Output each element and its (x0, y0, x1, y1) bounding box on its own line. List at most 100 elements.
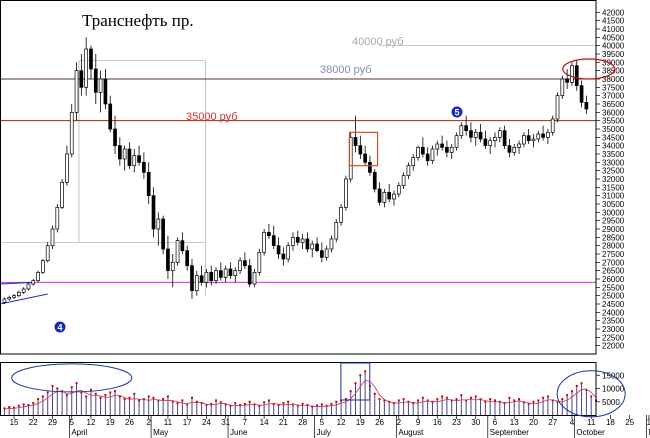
candle-up (488, 140, 493, 147)
volume-bar-cap (8, 406, 11, 409)
candle-up (257, 251, 262, 273)
price-tick-label: 38000 (602, 75, 625, 84)
candle-up (286, 245, 291, 260)
chart-title: Транснефть пр. (82, 11, 194, 30)
volume-bar-cap (383, 399, 386, 402)
price-tick-label: 35500 (602, 117, 625, 126)
month-label: July (317, 428, 331, 437)
volume-bar-cap (335, 400, 338, 403)
candle-up (262, 231, 266, 253)
price-tick-label: 27000 (602, 258, 625, 267)
candle-down (421, 146, 425, 155)
candle-down (113, 128, 117, 147)
price-tick-label: 31500 (602, 183, 625, 192)
volume-bar-cap (590, 395, 593, 398)
candle-down (305, 238, 310, 250)
price-tick-label: 34000 (602, 142, 625, 151)
volume-ellipse (556, 370, 626, 418)
day-tick-label: 17 (183, 418, 192, 427)
candle-down (565, 78, 569, 83)
volume-bar-cap (186, 403, 189, 406)
volume-bar-cap (570, 390, 573, 393)
volume-bar-cap (441, 395, 444, 398)
day-tick-label: 15 (10, 418, 19, 427)
price-tick-label: 33000 (602, 158, 625, 167)
volume-bar-cap (417, 399, 420, 402)
price-tick-label: 24500 (602, 300, 625, 309)
price-tick-label: 35000 (602, 125, 625, 134)
candle-up (522, 135, 526, 145)
candle-down (295, 236, 300, 243)
candle-up (334, 221, 339, 240)
volume-bar-cap (325, 404, 328, 407)
volume-bar-cap (450, 399, 453, 402)
day-tick-label: 13 (510, 418, 519, 427)
candle-up (459, 125, 464, 137)
day-tick-label: 18 (606, 418, 615, 427)
candle-up (233, 270, 238, 277)
volume-bar-cap (118, 395, 121, 398)
volume-bar-cap (532, 400, 535, 403)
month-label: September (490, 428, 529, 437)
price-tick-label: 36500 (602, 100, 625, 109)
price-tick-label: 36000 (602, 108, 625, 117)
volume-bar-cap (316, 404, 319, 407)
volume-bar-cap (85, 395, 88, 398)
candle-up (560, 78, 565, 97)
candle-up (344, 178, 348, 208)
candle-down (445, 146, 449, 153)
candle-down (502, 130, 507, 147)
day-tick-label: 5 (70, 418, 75, 427)
candle-up (74, 70, 79, 113)
price-tick-label: 41500 (602, 17, 625, 26)
volume-bar-cap (200, 402, 203, 405)
volume-bar-cap (205, 403, 208, 406)
candle-up (60, 181, 64, 208)
volume-layer (3, 370, 597, 415)
volume-bar-cap (542, 396, 545, 399)
candle-down (574, 65, 579, 87)
wave-4-marker (54, 321, 66, 333)
volume-bar-cap (176, 402, 179, 405)
day-tick-label: 12 (337, 418, 346, 427)
volume-bar-cap (373, 392, 376, 395)
candle-down (483, 138, 488, 147)
candle-up (12, 295, 16, 298)
volume-bar-cap (311, 405, 314, 408)
price-tick-label: 39500 (602, 50, 625, 59)
candle-down (185, 250, 190, 267)
wave-4-label: 4 (57, 323, 62, 333)
day-tick-label: 26 (125, 418, 134, 427)
candle-down (377, 188, 382, 203)
candle-down (89, 48, 93, 70)
volume-bar-cap (556, 400, 559, 403)
volume-bar-cap (234, 402, 237, 405)
candle-up (252, 271, 257, 285)
day-tick-label: 31 (221, 418, 230, 427)
volume-bar-cap (229, 404, 232, 407)
price-tick-label: 27500 (602, 250, 625, 259)
volume-bar-cap (421, 396, 424, 399)
price-tick-label: 39000 (602, 58, 625, 67)
candle-up (2, 298, 7, 303)
candle-down (584, 101, 589, 110)
volume-bar-cap (37, 398, 40, 401)
price-tick-label: 25000 (602, 292, 625, 301)
price-tick-label: 41000 (602, 25, 625, 34)
candle-up (416, 146, 420, 158)
candle-down (464, 125, 468, 132)
price-tick-label: 34500 (602, 133, 625, 142)
volume-bar-cap (215, 399, 218, 402)
candle-down (190, 265, 194, 292)
candle-down (353, 136, 358, 147)
day-tick-label: 11 (587, 418, 596, 427)
volume-bar-cap (133, 392, 136, 395)
candle-up (339, 206, 343, 223)
trend-line (0, 281, 34, 285)
candle-up (300, 238, 305, 243)
candle-down (142, 161, 146, 173)
volume-bar-cap (123, 398, 126, 401)
day-tick-label: 9 (416, 418, 421, 427)
candle-up (430, 148, 435, 162)
candle-up (31, 280, 36, 285)
